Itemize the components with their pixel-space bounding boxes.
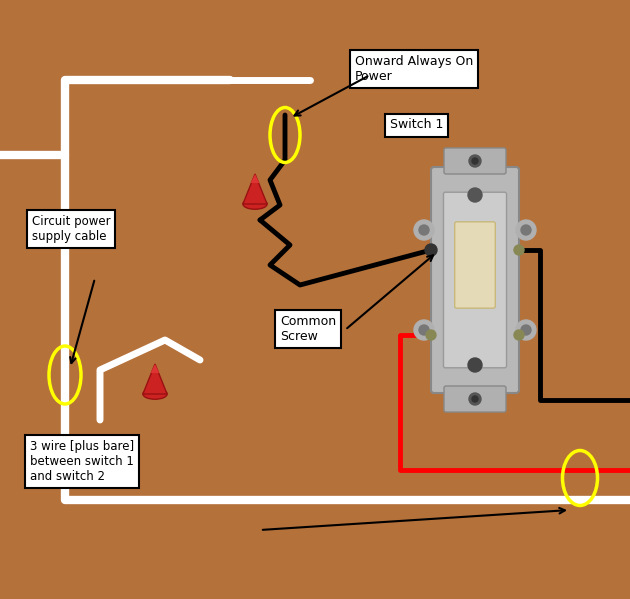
Text: Common
Screw: Common Screw <box>280 315 336 343</box>
Text: Switch 1: Switch 1 <box>390 119 444 132</box>
Text: Onward Always On
Power: Onward Always On Power <box>355 55 473 83</box>
FancyBboxPatch shape <box>455 222 495 308</box>
Circle shape <box>521 325 531 335</box>
Circle shape <box>516 320 536 340</box>
Circle shape <box>472 396 478 402</box>
Circle shape <box>521 225 531 235</box>
Circle shape <box>514 330 524 340</box>
Circle shape <box>469 393 481 405</box>
Ellipse shape <box>143 389 167 400</box>
Circle shape <box>516 220 536 240</box>
Polygon shape <box>143 364 167 394</box>
Circle shape <box>514 245 524 255</box>
FancyBboxPatch shape <box>444 386 506 412</box>
FancyBboxPatch shape <box>444 192 507 368</box>
Circle shape <box>468 358 482 372</box>
Text: 3 wire [plus bare]
between switch 1
and switch 2: 3 wire [plus bare] between switch 1 and … <box>30 440 134 483</box>
Circle shape <box>426 330 436 340</box>
Ellipse shape <box>243 199 267 209</box>
Circle shape <box>414 220 434 240</box>
FancyBboxPatch shape <box>444 148 506 174</box>
Text: Circuit power
supply cable: Circuit power supply cable <box>32 215 111 243</box>
Polygon shape <box>151 364 159 373</box>
Circle shape <box>419 325 429 335</box>
Circle shape <box>419 225 429 235</box>
Circle shape <box>472 158 478 164</box>
FancyBboxPatch shape <box>431 167 519 393</box>
Polygon shape <box>251 174 260 183</box>
Circle shape <box>425 244 437 256</box>
Polygon shape <box>243 174 267 204</box>
Circle shape <box>414 320 434 340</box>
Circle shape <box>468 188 482 202</box>
Circle shape <box>469 155 481 167</box>
